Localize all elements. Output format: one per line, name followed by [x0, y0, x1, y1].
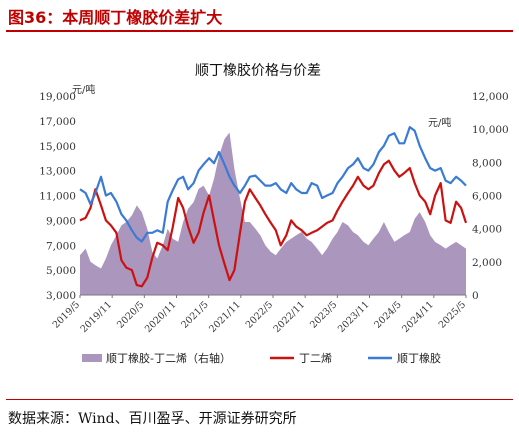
left-axis-ticks: 19,000 17,000 15,000 13,000 11,000 9,000 7,000…	[39, 91, 76, 302]
right-tick-label: 8,000	[472, 157, 502, 169]
legend-label-br-rubber: 顺丁橡胶	[397, 351, 441, 365]
spread-area-layer	[80, 132, 466, 295]
source-note: 数据来源：Wind、百川盈孚、开源证券研究所	[8, 411, 297, 427]
x-tick-label: 2022/5	[244, 299, 275, 330]
series-line-br-rubber	[79, 126, 467, 243]
x-tick-label: 2023/5	[308, 299, 339, 330]
figure-title: 图36：本周顺丁橡胶价差扩大	[8, 8, 223, 27]
title-rule	[6, 30, 513, 32]
right-tick-label: 0	[472, 290, 479, 302]
left-tick-label: 9,000	[46, 215, 76, 227]
x-tick-label: 2024/5	[372, 299, 403, 330]
chart-title: 顺丁橡胶价格与价差	[195, 62, 321, 79]
right-tick-label: 10,000	[472, 124, 509, 136]
right-tick-label: 12,000	[472, 91, 509, 103]
right-unit-label: 元/吨	[428, 116, 451, 129]
right-axis-ticks: 12,000 10,000 8,000 6,000 4,000 2,000 0	[472, 91, 509, 302]
right-tick-label: 2,000	[472, 257, 502, 269]
x-tick-label: 2020/11	[143, 299, 179, 335]
x-tick-label: 2023/11	[336, 299, 372, 335]
legend-label-spread: 顺丁橡胶-丁二烯（右轴）	[106, 351, 231, 365]
left-tick-label: 7,000	[46, 240, 76, 252]
left-tick-label: 13,000	[39, 166, 76, 178]
x-tick-label: 2019/5	[51, 299, 82, 330]
source-rule	[6, 399, 513, 400]
x-tick-label: 2019/11	[79, 299, 115, 335]
x-tick-label: 2024/11	[400, 299, 436, 335]
price-lines-layer	[79, 126, 468, 288]
left-tick-label: 19,000	[39, 91, 76, 103]
x-tick-label: 2021/5	[179, 299, 210, 330]
right-tick-label: 4,000	[472, 224, 502, 236]
left-tick-label: 3,000	[46, 290, 76, 302]
x-tick-label: 2025/5	[437, 299, 468, 330]
series-area-spread	[80, 132, 466, 295]
left-tick-label: 11,000	[39, 191, 76, 203]
right-tick-label: 6,000	[472, 191, 502, 203]
left-tick-label: 17,000	[39, 116, 76, 128]
legend-label-butadiene: 丁二烯	[299, 352, 332, 365]
series-line-butadiene	[79, 159, 468, 288]
chart: 顺丁橡胶价格与价差 元/吨 元/吨 19,000 17,000 15,000 13,0…	[39, 62, 509, 365]
legend-swatch-spread	[82, 354, 102, 362]
legend: 顺丁橡胶-丁二烯（右轴） 丁二烯 顺丁橡胶	[82, 351, 441, 365]
x-tick-label: 2022/11	[272, 299, 308, 335]
left-tick-label: 15,000	[39, 141, 76, 153]
left-tick-label: 5,000	[46, 265, 76, 277]
x-tick-label: 2021/11	[207, 299, 243, 335]
left-unit-label: 元/吨	[72, 83, 95, 96]
x-tick-label: 2020/5	[115, 299, 146, 330]
